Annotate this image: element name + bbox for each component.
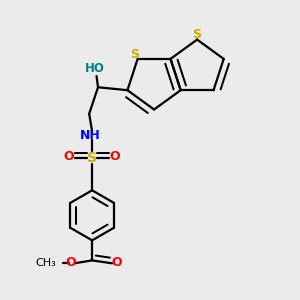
Text: HO: HO (85, 62, 104, 75)
Text: O: O (110, 150, 120, 163)
Text: O: O (64, 150, 74, 163)
Text: O: O (66, 256, 76, 269)
Text: S: S (193, 28, 202, 41)
Text: O: O (111, 256, 122, 269)
Text: S: S (87, 151, 97, 165)
Text: S: S (130, 48, 139, 61)
Text: NH: NH (80, 129, 101, 142)
Text: CH₃: CH₃ (35, 258, 56, 268)
